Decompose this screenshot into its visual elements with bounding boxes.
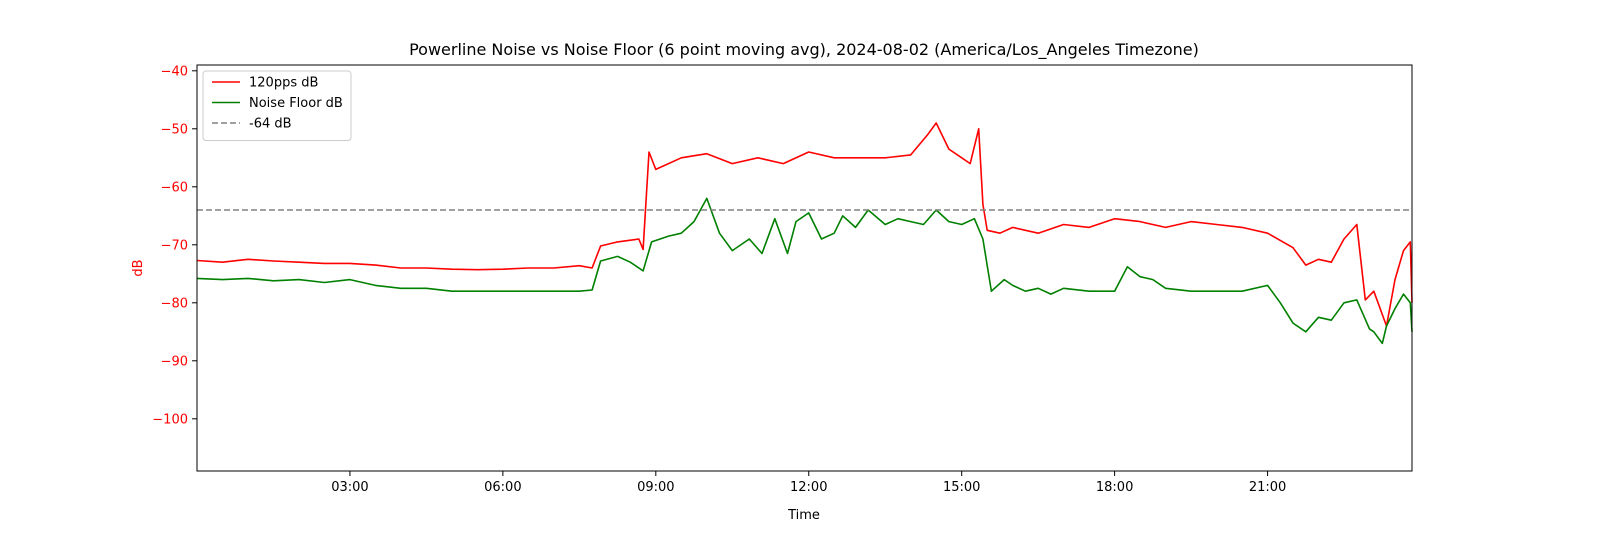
x-tick-label: 21:00 [1249, 480, 1286, 495]
legend-label: 120pps dB [249, 76, 318, 91]
x-axis-label: Time [787, 508, 820, 523]
y-tick-label: −90 [161, 354, 188, 369]
series-line-1 [196, 197, 1413, 345]
series-line-0 [196, 122, 1413, 327]
legend-label: -64 dB [249, 117, 292, 132]
y-tick-label: −60 [161, 180, 188, 195]
y-axis-label: dB [131, 259, 146, 276]
legend: 120pps dB Noise Floor dB -64 dB [202, 70, 352, 141]
x-tick-label: 06:00 [484, 480, 521, 495]
y-tick-label: −40 [161, 64, 188, 79]
y-tick-label: −80 [161, 296, 188, 311]
chart-title: Powerline Noise vs Noise Floor (6 point … [409, 40, 1199, 60]
x-axis: 03:00 06:00 09:00 12:00 15:00 18:00 21:00 [331, 471, 1286, 495]
y-tick-label: −50 [161, 122, 188, 137]
x-tick-label: 03:00 [331, 480, 368, 495]
plot-area [196, 122, 1413, 345]
legend-label: Noise Floor dB [249, 96, 343, 111]
y-tick-label: −100 [152, 412, 188, 427]
plot-frame [196, 64, 1413, 472]
x-tick-label: 15:00 [943, 480, 980, 495]
x-tick-label: 18:00 [1096, 480, 1133, 495]
x-tick-label: 09:00 [637, 480, 674, 495]
y-tick-label: −70 [161, 238, 188, 253]
x-tick-label: 12:00 [790, 480, 827, 495]
y-axis: −40 −50 −60 −70 −80 −90 −100 [152, 64, 197, 427]
